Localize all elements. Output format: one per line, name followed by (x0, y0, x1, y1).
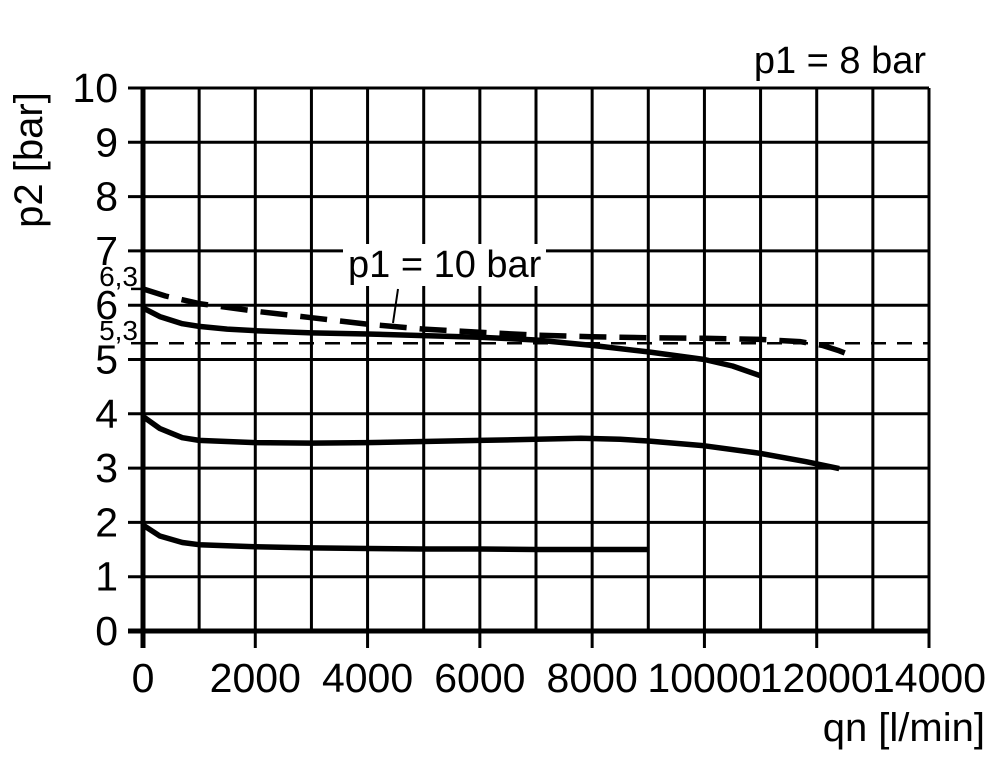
x-tick-label: 12000 (760, 655, 874, 701)
y-tick-label: 3 (95, 445, 118, 491)
y-tick-label: 1 (95, 554, 118, 600)
x-tick-label: 8000 (547, 655, 638, 701)
y-tick-label: 9 (95, 119, 118, 165)
x-tick-label: 2000 (210, 655, 301, 701)
annotation-p1-10-bar: p1 = 10 bar (343, 244, 547, 286)
x-tick-label: 14000 (872, 655, 986, 701)
annotation-leader-line (392, 288, 399, 324)
x-tick-label: 0 (132, 655, 155, 701)
curve-setting-1-5-bar (141, 522, 649, 553)
y-mark-label: 5,3 (99, 315, 138, 346)
y-tick-label: 8 (95, 174, 118, 220)
y-tick-label: 5 (95, 337, 118, 383)
annotation-p1-8-bar: p1 = 8 bar (753, 40, 926, 82)
curve-p1-8-bar (141, 305, 762, 379)
y-mark-label: 6,3 (99, 261, 138, 292)
x-tick-label: 6000 (434, 655, 525, 701)
y-tick-label: 7 (95, 228, 118, 274)
x-tick-label: 10000 (647, 655, 761, 701)
y-tick-label: 4 (95, 391, 118, 437)
y-tick-label: 10 (72, 65, 118, 111)
y-tick-label: 2 (95, 499, 118, 545)
y-axis-title: p2 [bar] (7, 92, 51, 228)
x-tick-label: 4000 (322, 655, 413, 701)
y-tick-label: 6 (95, 282, 118, 328)
curve-setting-3-5-bar (141, 414, 840, 472)
curve-p1-10-bar (142, 286, 857, 360)
y-tick-label: 0 (95, 608, 118, 654)
x-axis-title: qn [l/min] (822, 706, 985, 750)
